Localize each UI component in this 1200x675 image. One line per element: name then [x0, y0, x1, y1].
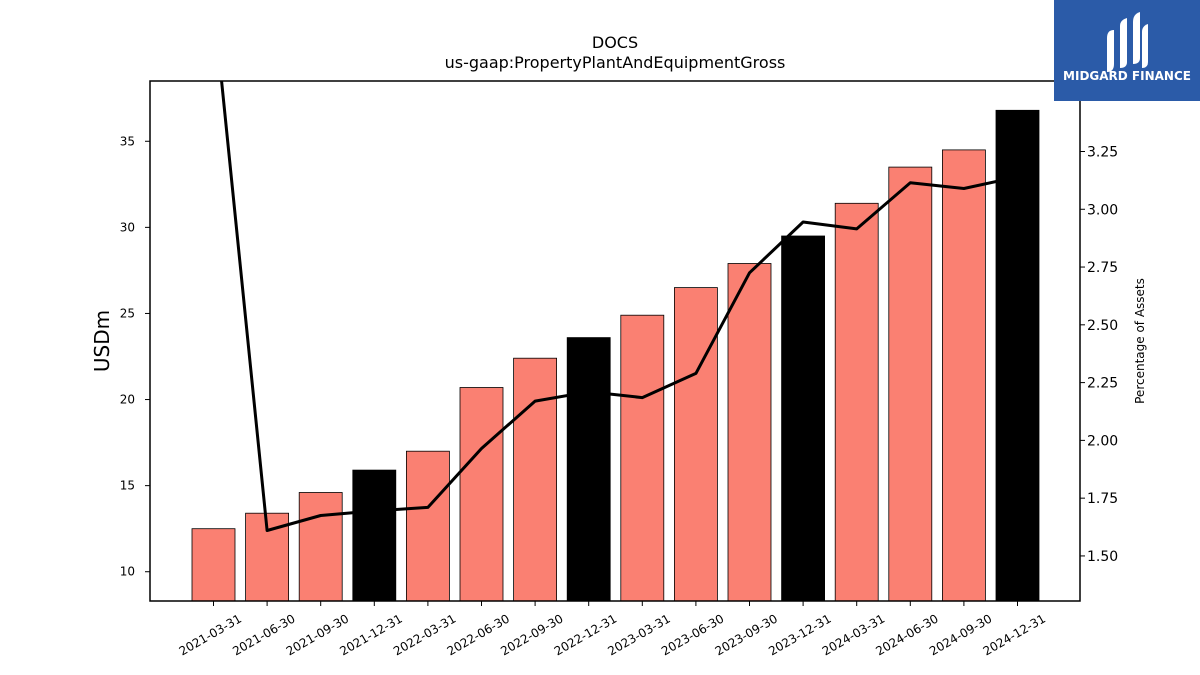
left-tick-label: 20	[120, 393, 135, 407]
bar-2021-03-31	[191, 528, 236, 602]
chart-title: DOCS	[592, 33, 638, 52]
y-axis-label: USDm	[90, 310, 114, 372]
right-tick-label: 2.25	[1087, 376, 1118, 392]
left-axis-ticks: 10 15 20 25 30 35	[120, 134, 150, 579]
logo-icon	[1107, 12, 1148, 72]
right-tick-label: 1.75	[1087, 491, 1118, 507]
right-tick-label: 2.00	[1087, 433, 1118, 449]
left-tick-label: 10	[120, 565, 135, 579]
left-tick-label: 35	[120, 134, 135, 148]
right-tick-label: 1.50	[1087, 549, 1118, 565]
bar-2024-09-30	[942, 149, 986, 602]
x-axis-ticks: 2021-03-312021-06-302021-09-302021-12-31…	[177, 601, 1048, 658]
percentage-line	[220, 81, 1018, 532]
bar-2023-03-31	[620, 314, 665, 602]
bar-2023-06-30	[674, 287, 718, 602]
bar-2023-12-31	[781, 235, 825, 602]
left-tick-label: 30	[120, 220, 135, 234]
left-tick-label: 25	[120, 306, 135, 320]
bar-series	[191, 109, 1040, 602]
bar-2024-03-31	[834, 202, 879, 602]
plot-frame	[149, 80, 1081, 602]
bar-2022-12-31	[566, 337, 611, 602]
bar-2024-12-31	[995, 109, 1040, 602]
right-tick-label: 3.00	[1087, 202, 1118, 218]
right-axis-ticks: 1.50 1.75 2.00 2.25 2.50 2.75 3.00 3.25	[1080, 144, 1118, 565]
bar-2023-09-30	[727, 263, 772, 602]
right-tick-label: 2.75	[1087, 260, 1118, 276]
bar-2022-03-31	[405, 450, 450, 602]
right-tick-label: 3.25	[1087, 144, 1118, 160]
chart-subtitle: us-gaap:PropertyPlantAndEquipmentGross	[445, 53, 786, 72]
logo-text: MIDGARD FINANCE	[1063, 69, 1191, 83]
bar-2022-09-30	[513, 357, 557, 602]
line-series	[220, 81, 1018, 532]
bar-2021-09-30	[298, 492, 343, 602]
y2-axis-label: Percentage of Assets	[1133, 278, 1147, 404]
logo-badge: MIDGARD FINANCE	[1054, 0, 1200, 101]
bar-2024-06-30	[888, 166, 933, 602]
bar-2022-06-30	[459, 387, 504, 602]
left-tick-label: 15	[120, 479, 135, 493]
right-tick-label: 2.50	[1087, 318, 1118, 334]
bar-2021-12-31	[352, 469, 397, 602]
